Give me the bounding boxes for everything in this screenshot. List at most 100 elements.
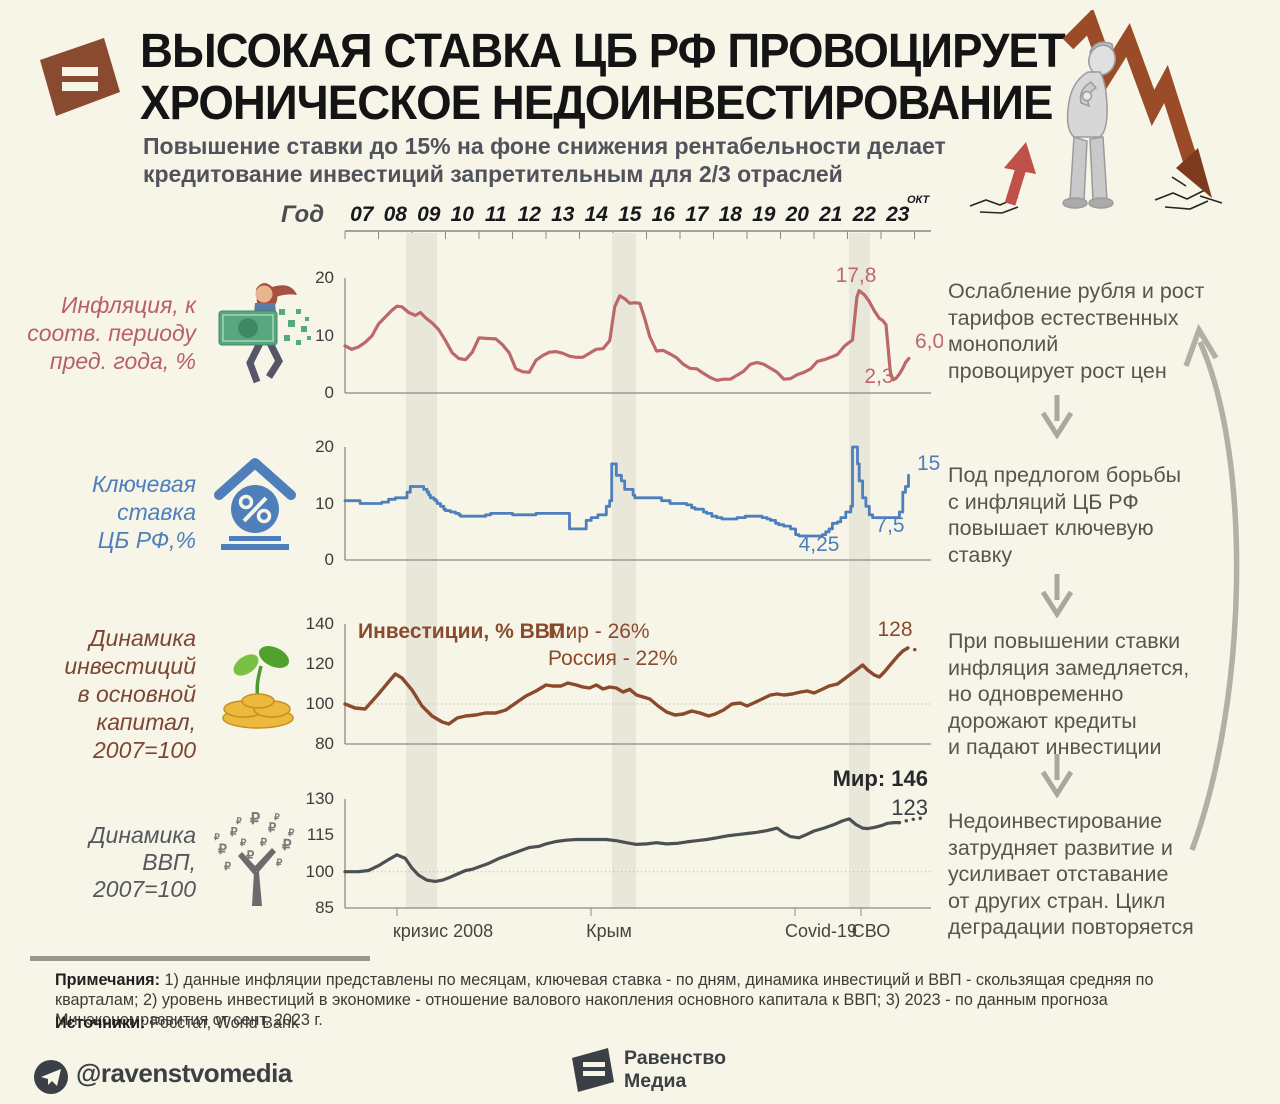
flow-text-line: Ослабление рубля и рост (948, 279, 1205, 303)
flow-text-line: ставку (948, 542, 1013, 567)
title-line-2: ХРОНИЧЕСКОЕ НЕДОИНВЕСТИРОВАНИЕ (140, 77, 1053, 130)
year-label: 16 (651, 203, 675, 226)
chart-side-label-line: Динамика (89, 625, 196, 651)
chart-side-label-line: ВВП, (142, 849, 196, 875)
subtitle-line-1: Повышение ставки до 15% на фоне снижения… (143, 133, 946, 159)
y-tick-label: 20 (315, 268, 334, 287)
flow-text-line: затрудняет развитие и (948, 835, 1173, 860)
event-band-crimea (612, 233, 636, 908)
notes-text: 1) данные инфляции представлены по месяц… (55, 971, 1154, 1029)
event-label: Крым (586, 921, 632, 941)
brand-name: Равенство Медиа (624, 1047, 726, 1093)
running-money-icon (218, 283, 311, 384)
chart-side-label-line: инвестиций (64, 653, 196, 679)
y-tick-label: 80 (315, 734, 334, 753)
year-label: 19 (752, 203, 776, 226)
key-rate-chart: 4,25 7,5 15 (343, 445, 940, 561)
legend-title: Инвестиции, % ВВП: (358, 620, 572, 643)
chart-annotation: 17,8 (836, 264, 877, 287)
chart-side-label-line: соотв. периоду (27, 320, 196, 346)
flow-text-line: При повышении ставки (948, 629, 1181, 653)
brand-logo-icon (572, 1048, 614, 1092)
event-band-crisis-2008 (406, 233, 437, 908)
chart-side-label-line: ЦБ РФ,% (97, 527, 196, 553)
brand-line-1: Равенство (624, 1047, 726, 1069)
svg-text:₽: ₽ (288, 828, 295, 839)
year-label: 12 (517, 203, 541, 226)
svg-text:₽: ₽ (246, 848, 255, 863)
falling-zigzag-arrow-icon (1062, 10, 1212, 198)
y-tick-label: 20 (315, 437, 334, 456)
flow-text-line: провоцирует рост цен (948, 358, 1167, 383)
arrow-down-icon (1040, 395, 1074, 439)
y-tick-label: 100 (305, 694, 334, 713)
flow-text-line: усиливает отставание (948, 862, 1169, 886)
year-label: 17 (685, 203, 709, 226)
worried-man-icon (1062, 41, 1116, 209)
chart-annotation: 4,25 (799, 533, 840, 556)
year-label: 09 (417, 203, 441, 226)
y-tick-label: 0 (324, 550, 334, 569)
y-tick-label: 130 (305, 789, 334, 809)
flow-text-line: деградации повторяется (948, 915, 1194, 939)
y-tick-label: 120 (305, 654, 334, 673)
notes: Примечания: 1) данные инфляции представл… (55, 970, 1235, 1030)
svg-text:₽: ₽ (218, 841, 227, 857)
chart-annotation: 6,0 (915, 330, 943, 353)
year-label: 21 (819, 203, 843, 226)
telegram-handle: @ravenstvomedia (76, 1058, 292, 1088)
svg-text:₽: ₽ (250, 811, 260, 828)
y-tick-label: 85 (315, 898, 334, 917)
flow-text-line: повышает ключевую (948, 516, 1154, 540)
chart-side-label-line: ставка (117, 499, 196, 525)
year-label: 18 (718, 203, 742, 226)
chart-annotation: 7,5 (875, 514, 904, 537)
flow-text-line: с инфляций ЦБ РФ (948, 489, 1139, 514)
chart-annotation: 2,3 (864, 365, 893, 388)
chart-annotation: Мир: 146 (833, 770, 928, 791)
crashing-chart-illustration (969, 10, 1223, 214)
year-label: 08 (383, 203, 407, 226)
year-axis-labels: 07 08 09 10 11 12 13 14 15 16 17 18 19 20 21 22 23 ОКТ (343, 194, 943, 229)
flow-text-line: Под предлогом борьбы (948, 463, 1182, 487)
event-label: Covid-19 (784, 921, 858, 941)
svg-text:₽: ₽ (236, 816, 242, 826)
sources: Источники: Росстат, World Bank (55, 1014, 299, 1033)
year-label: 20 (785, 203, 809, 226)
gdp-chart: Мир: 146 123 (343, 770, 931, 916)
chart-side-label-line: 2007=100 (93, 876, 196, 902)
svg-text:₽: ₽ (282, 837, 292, 854)
y-tick-label: 10 (315, 493, 334, 513)
cycle-arrow-icon (1183, 323, 1240, 851)
investment-chart: 128 Инвестиции, % ВВП:Мир - 26% Россия - 2… (343, 618, 931, 745)
chart-side-label: Ключевая ставка ЦБ РФ,% (20, 470, 196, 554)
legend-item: Россия - 22% (548, 647, 678, 670)
notes-label: Примечания: (55, 971, 161, 989)
flow-text-line: Недоинвестирование (948, 809, 1163, 833)
year-axis-title: Год (281, 201, 325, 228)
chart-side-label-line: Ключевая (91, 471, 196, 497)
chart-side-label: Динамика ВВП, 2007=100 (20, 822, 196, 903)
oct-label: ОКТ (907, 194, 930, 206)
flow-text-line: тарифов естественных (948, 305, 1179, 330)
y-tick-label: 10 (315, 325, 334, 345)
flow-text-cb-raises-rate: Под предлогом борьбы с инфляций ЦБ РФ повы… (948, 462, 1200, 568)
year-label: 13 (551, 203, 575, 226)
chart-side-label: Инфляция, к соотв. периоду пред. года, % (20, 291, 196, 375)
title-line-1: ВЫСОКАЯ СТАВКА ЦБ РФ ПРОВОЦИРУЕТ (140, 25, 1066, 78)
svg-text:₽: ₽ (230, 825, 238, 839)
equality-logo-icon (40, 38, 120, 116)
chart-side-label: Динамика инвестиций в основной капитал, 2007… (20, 624, 196, 764)
house-percent-icon (214, 458, 296, 550)
sources-text: Росстат, World Bank (145, 1014, 300, 1032)
svg-text:₽: ₽ (240, 838, 247, 849)
y-tick-label: 0 (324, 383, 334, 402)
event-band-svo (849, 233, 870, 908)
divider (30, 956, 370, 961)
svg-text:₽: ₽ (276, 858, 283, 869)
year-label: 10 (450, 203, 474, 226)
sources-label: Источники: (55, 1014, 146, 1032)
year-label: 11 (484, 203, 507, 226)
